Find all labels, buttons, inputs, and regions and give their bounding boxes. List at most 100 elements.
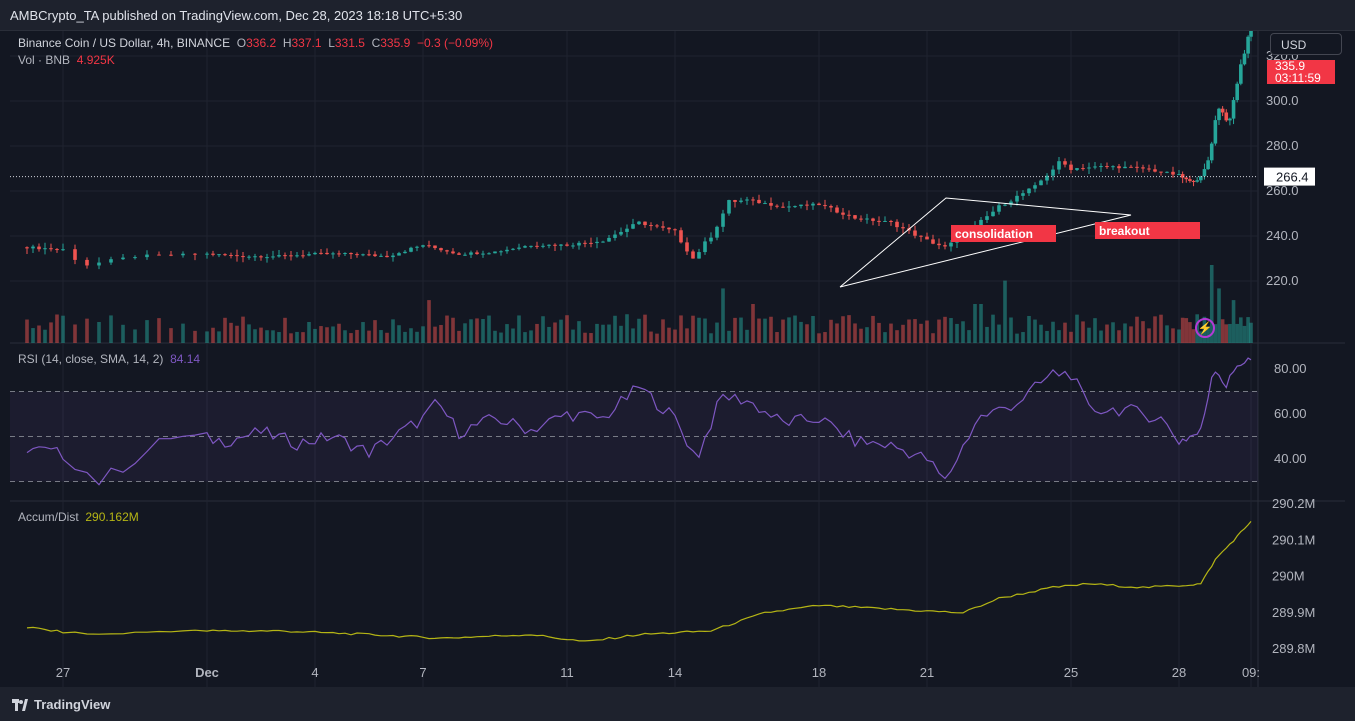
volume-bar xyxy=(733,317,737,343)
volume-legend: Vol · BNB 4.925K xyxy=(18,53,115,67)
candle-body xyxy=(1242,53,1247,65)
candle-body xyxy=(1135,166,1139,168)
candle-body xyxy=(391,255,395,258)
candle-body xyxy=(751,199,755,201)
candle-body xyxy=(607,237,611,242)
candle-body xyxy=(1249,31,1253,37)
candle-body xyxy=(205,253,209,255)
candle-body xyxy=(619,231,623,235)
candle-body xyxy=(31,246,35,249)
volume-bar xyxy=(1171,328,1175,343)
candle-body xyxy=(1202,169,1207,177)
volume-bar xyxy=(1039,324,1043,343)
volume-bar xyxy=(283,317,287,343)
volume-bar xyxy=(769,316,773,343)
candle-body xyxy=(757,199,761,204)
volume-bar xyxy=(385,332,389,343)
volume-bar xyxy=(727,330,731,343)
volume-bar xyxy=(361,322,365,343)
candle-body xyxy=(133,257,137,259)
candle-body xyxy=(547,244,551,246)
candle-body xyxy=(1021,193,1025,196)
volume-bar xyxy=(211,327,215,343)
candle-body xyxy=(643,221,647,226)
candle-body xyxy=(1171,171,1175,175)
time-axis-tick: 7 xyxy=(419,665,426,680)
candle-body xyxy=(499,251,503,253)
candle-body xyxy=(313,252,317,255)
candle-body xyxy=(271,256,275,258)
candle-body xyxy=(241,256,245,258)
candle-body xyxy=(73,249,77,260)
bolt-icon[interactable]: ⚡ xyxy=(1195,318,1215,338)
accum-dist-axis-tick: 289.8M xyxy=(1272,641,1315,656)
volume-bar xyxy=(1033,319,1037,343)
volume-bar xyxy=(763,318,767,343)
chart-canvas[interactable]: 220.0240.0260.0280.0300.0320.040.0060.00… xyxy=(10,31,1345,687)
candle-body xyxy=(865,218,869,220)
volume-bar xyxy=(109,315,113,343)
last-price-tag-bg xyxy=(1267,60,1335,84)
candle-body xyxy=(1015,195,1019,202)
candle-body xyxy=(1129,166,1133,168)
candle-body xyxy=(1159,171,1163,173)
volume-bar xyxy=(37,325,41,343)
tradingview-logo[interactable]: TradingView xyxy=(12,697,110,712)
candle-body xyxy=(481,253,485,255)
volume-bar xyxy=(967,330,971,343)
candle-body xyxy=(697,252,701,259)
accum-dist-label: Accum/Dist xyxy=(18,510,79,524)
candle-body xyxy=(859,218,863,220)
volume-value: 4.925K xyxy=(76,53,115,67)
volume-bar xyxy=(643,314,647,343)
price-axis-tick: 280.0 xyxy=(1266,138,1299,153)
candle-body xyxy=(421,245,425,247)
candle-body xyxy=(655,225,659,227)
candle-body xyxy=(895,221,899,228)
candle-body xyxy=(925,236,929,240)
volume-bar xyxy=(835,323,839,343)
time-axis-tick: Dec xyxy=(195,665,219,680)
volume-bar xyxy=(847,315,851,343)
volume-bar xyxy=(1235,323,1239,343)
time-axis-tick: 27 xyxy=(56,665,70,680)
volume-bar xyxy=(61,315,65,343)
volume-bar xyxy=(295,331,299,343)
volume-bar xyxy=(121,324,125,343)
chart-area[interactable]: 220.0240.0260.0280.0300.0320.040.0060.00… xyxy=(10,31,1345,687)
volume-bar xyxy=(691,315,695,343)
candle-body xyxy=(679,230,683,243)
volume-bar xyxy=(157,318,161,343)
volume-bar xyxy=(1249,322,1253,343)
currency-button[interactable]: USD xyxy=(1270,33,1342,55)
candle-body xyxy=(1003,204,1007,206)
candle-body xyxy=(637,221,641,225)
change-value: −0.3 (−0.09%) xyxy=(416,36,494,50)
candle-body xyxy=(109,259,113,263)
candle-body xyxy=(1093,166,1097,168)
volume-bar xyxy=(325,327,329,343)
volume-bar xyxy=(1099,330,1103,343)
candle-body xyxy=(913,230,917,236)
time-axis-tick: 21 xyxy=(920,665,934,680)
candle-body xyxy=(37,246,41,250)
volume-bar xyxy=(43,329,47,343)
candle-body xyxy=(577,242,581,246)
volume-bar xyxy=(1165,325,1169,343)
candle-body xyxy=(727,200,731,214)
volume-bar xyxy=(85,318,89,343)
candle-body xyxy=(295,255,299,257)
volume-bar xyxy=(931,333,935,343)
volume-bar xyxy=(883,332,887,343)
volume-bar xyxy=(1217,288,1221,343)
candle-body xyxy=(1224,112,1229,121)
candle-body xyxy=(517,247,521,249)
volume-bar xyxy=(1081,321,1085,343)
candle-body xyxy=(409,247,413,252)
top-bar: AMBCrypto_TA published on TradingView.co… xyxy=(0,0,1355,31)
time-axis-tick: 09: xyxy=(1242,665,1260,680)
volume-bar xyxy=(805,324,809,343)
time-axis-tick: 4 xyxy=(311,665,318,680)
volume-bar xyxy=(97,322,101,343)
volume-bar xyxy=(1153,316,1157,343)
